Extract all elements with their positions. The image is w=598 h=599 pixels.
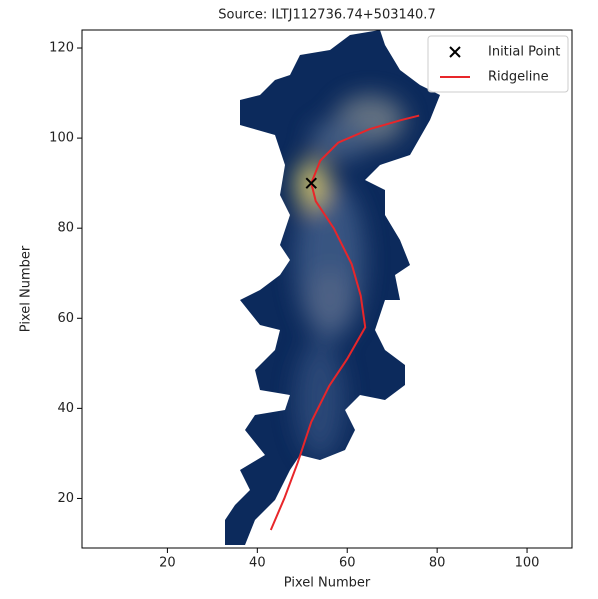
- legend-label: Ridgeline: [488, 70, 549, 85]
- chart-title: Source: ILTJ112736.74+503140.7: [218, 8, 435, 23]
- ridgeline: [269, 114, 420, 531]
- y-axis-label: Pixel Number: [19, 245, 34, 332]
- x-tick-label: 20: [159, 556, 176, 571]
- y-tick-label: 120: [49, 41, 74, 56]
- y-tick-label: 100: [49, 131, 74, 146]
- x-tick-label: 100: [515, 556, 540, 571]
- y-tick-label: 80: [57, 221, 74, 236]
- source-image: [225, 30, 440, 545]
- axes-frame: [81, 29, 573, 549]
- marker-x: [305, 177, 317, 189]
- marker-x: [449, 46, 461, 58]
- y-tick-label: 60: [57, 311, 74, 326]
- plot-area: [269, 114, 420, 531]
- legend: Initial Point Ridgeline: [427, 35, 569, 93]
- x-axis-label: Pixel Number: [284, 576, 371, 591]
- x-tick-label: 60: [339, 556, 356, 571]
- y-tick-label: 40: [57, 401, 74, 416]
- x-tick-label: 40: [249, 556, 266, 571]
- legend-label: Initial Point: [488, 45, 560, 60]
- x-tick-label: 80: [429, 556, 446, 571]
- y-tick-label: 20: [57, 491, 74, 506]
